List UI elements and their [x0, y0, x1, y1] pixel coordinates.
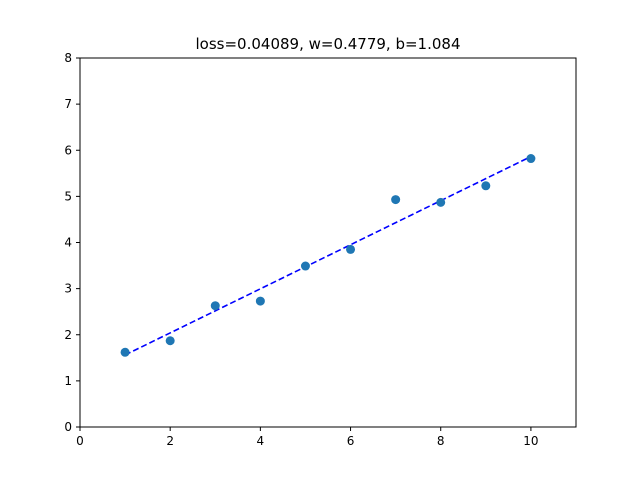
y-tick-label: 6: [64, 143, 72, 157]
y-tick-label: 5: [64, 189, 72, 203]
data-point: [255, 296, 265, 306]
data-point: [526, 154, 536, 164]
data-point: [210, 301, 220, 311]
data-point: [391, 195, 401, 205]
data-point: [300, 261, 310, 271]
x-tick-label: 8: [437, 434, 445, 448]
y-tick-label: 4: [64, 236, 72, 250]
data-point: [346, 244, 356, 254]
data-point: [481, 181, 491, 191]
x-tick-label: 0: [76, 434, 84, 448]
fit-line: [124, 155, 532, 356]
data-point: [436, 197, 446, 207]
y-tick-label: 0: [64, 420, 72, 434]
x-tick-label: 2: [166, 434, 174, 448]
chart-title: loss=0.04089, w=0.4779, b=1.084: [196, 35, 461, 53]
y-tick-label: 8: [64, 51, 72, 65]
data-point: [165, 336, 175, 346]
plot-area: 0 2 4 6 8 10 0 1 2 3 4 5 6 7 8: [64, 51, 577, 448]
x-tick-label: 6: [347, 434, 355, 448]
x-tick-label: 4: [257, 434, 265, 448]
y-tick-label: 3: [64, 282, 72, 296]
y-tick-label: 7: [64, 97, 72, 111]
y-tick-label: 1: [64, 374, 72, 388]
x-tick-label: 10: [523, 434, 538, 448]
y-tick-label: 2: [64, 328, 72, 342]
data-point: [120, 347, 130, 357]
